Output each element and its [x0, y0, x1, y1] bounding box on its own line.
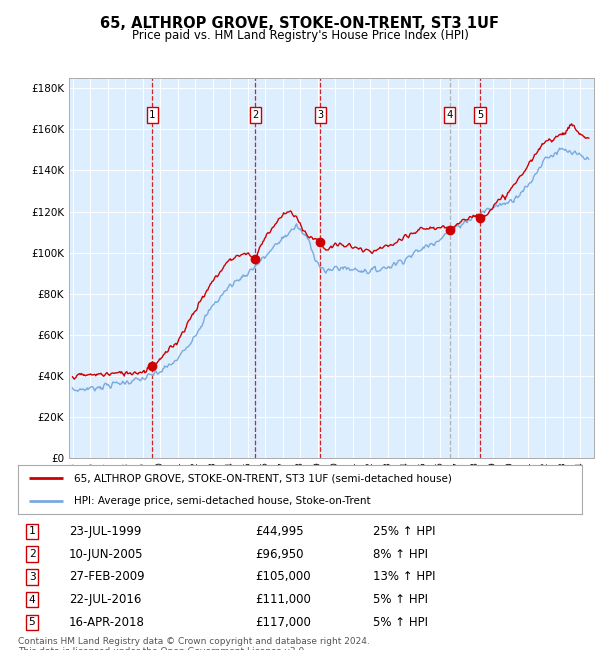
Text: £117,000: £117,000	[255, 616, 311, 629]
Text: 23-JUL-1999: 23-JUL-1999	[69, 525, 141, 538]
Text: Price paid vs. HM Land Registry's House Price Index (HPI): Price paid vs. HM Land Registry's House …	[131, 29, 469, 42]
Text: £96,950: £96,950	[255, 547, 304, 560]
Text: 8% ↑ HPI: 8% ↑ HPI	[373, 547, 428, 560]
Text: Contains HM Land Registry data © Crown copyright and database right 2024.
This d: Contains HM Land Registry data © Crown c…	[18, 637, 370, 650]
Text: 3: 3	[29, 572, 35, 582]
Text: 4: 4	[446, 110, 453, 120]
Text: 25% ↑ HPI: 25% ↑ HPI	[373, 525, 436, 538]
Text: 5: 5	[29, 618, 35, 627]
Text: 1: 1	[149, 110, 155, 120]
Text: 10-JUN-2005: 10-JUN-2005	[69, 547, 143, 560]
Text: 5: 5	[477, 110, 483, 120]
Text: 13% ↑ HPI: 13% ↑ HPI	[373, 571, 436, 584]
Text: £44,995: £44,995	[255, 525, 304, 538]
Text: £105,000: £105,000	[255, 571, 311, 584]
Text: 2: 2	[29, 549, 35, 559]
Text: 1: 1	[29, 526, 35, 536]
Text: 5% ↑ HPI: 5% ↑ HPI	[373, 593, 428, 606]
Text: 27-FEB-2009: 27-FEB-2009	[69, 571, 145, 584]
Text: 22-JUL-2016: 22-JUL-2016	[69, 593, 141, 606]
Text: 3: 3	[317, 110, 323, 120]
Text: 16-APR-2018: 16-APR-2018	[69, 616, 145, 629]
Text: 4: 4	[29, 595, 35, 604]
Text: £111,000: £111,000	[255, 593, 311, 606]
Text: 2: 2	[252, 110, 259, 120]
Text: 65, ALTHROP GROVE, STOKE-ON-TRENT, ST3 1UF: 65, ALTHROP GROVE, STOKE-ON-TRENT, ST3 1…	[101, 16, 499, 31]
Text: HPI: Average price, semi-detached house, Stoke-on-Trent: HPI: Average price, semi-detached house,…	[74, 497, 371, 506]
Text: 5% ↑ HPI: 5% ↑ HPI	[373, 616, 428, 629]
Text: 65, ALTHROP GROVE, STOKE-ON-TRENT, ST3 1UF (semi-detached house): 65, ALTHROP GROVE, STOKE-ON-TRENT, ST3 1…	[74, 473, 452, 484]
